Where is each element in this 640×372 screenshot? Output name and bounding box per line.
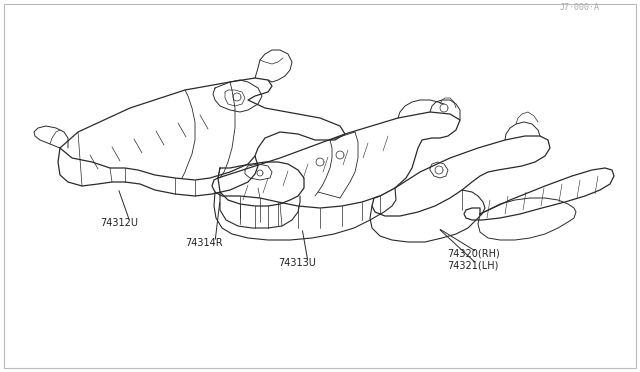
Text: 74314R: 74314R: [185, 238, 223, 248]
Text: 74320(RH): 74320(RH): [447, 248, 500, 258]
Text: 74312U: 74312U: [100, 218, 138, 228]
Text: 74321(LH): 74321(LH): [447, 260, 499, 270]
Text: 74313U: 74313U: [278, 258, 316, 268]
Text: J7·000·A: J7·000·A: [560, 3, 600, 12]
